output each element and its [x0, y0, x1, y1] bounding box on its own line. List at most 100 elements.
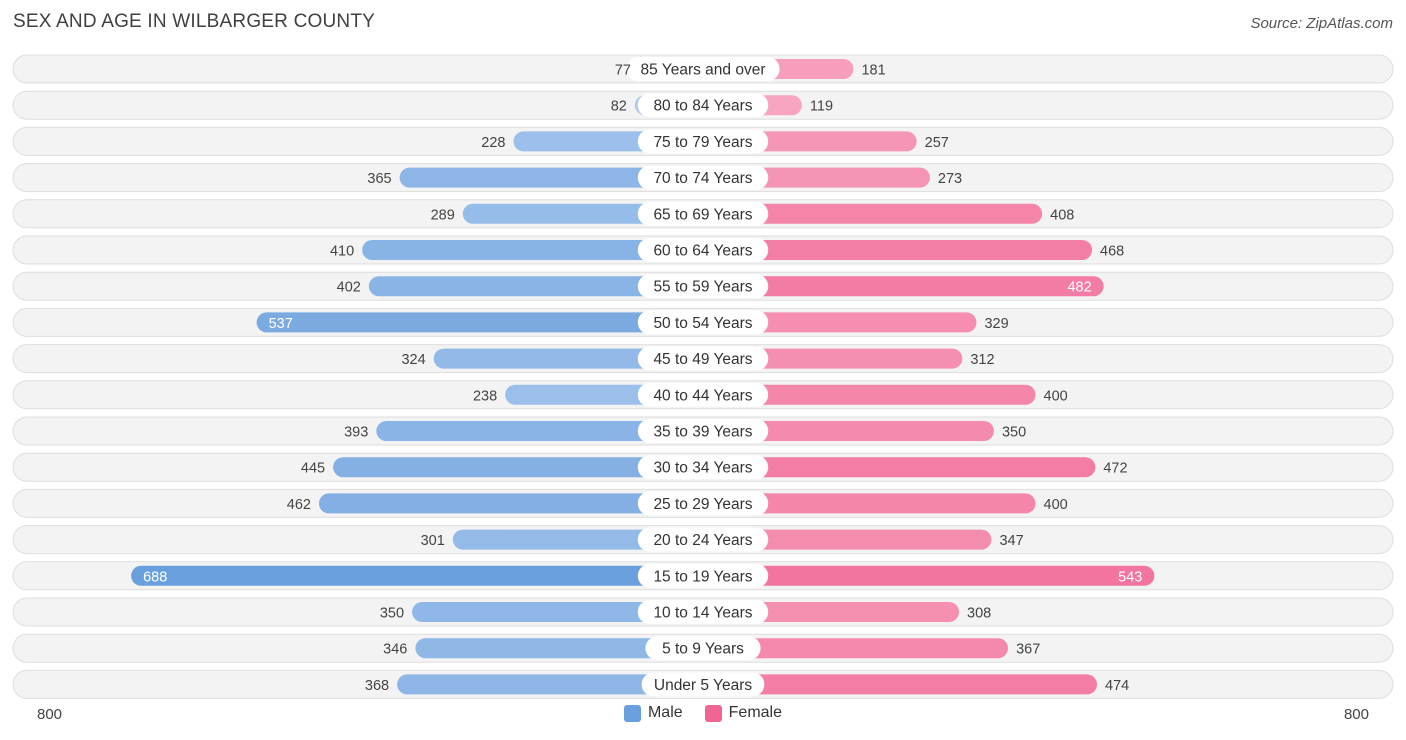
category-label-bg: [637, 201, 769, 226]
bar-male: [412, 602, 703, 622]
legend-swatch-female: [704, 704, 722, 722]
bar-female: [703, 203, 1043, 224]
category-label-bg: [637, 274, 769, 299]
value-label-female: 181: [861, 63, 885, 79]
value-label-female: 400: [1044, 388, 1068, 404]
value-label-male: 238: [473, 388, 497, 404]
category-label: 50 to 54 Years: [653, 315, 752, 332]
category-label: 25 to 29 Years: [653, 496, 752, 513]
bar-male: [399, 167, 703, 188]
chart-row: 45 to 49 Years 324 312: [12, 344, 1394, 374]
value-label-male: 462: [287, 497, 311, 513]
value-label-male: 368: [365, 678, 389, 694]
value-label-male: 393: [344, 425, 368, 441]
bar-female: [703, 384, 1036, 405]
value-label-male: 410: [330, 244, 354, 260]
legend-label-female: Female: [728, 704, 783, 721]
category-label: 70 to 74 Years: [653, 170, 752, 187]
value-label-female: 329: [984, 316, 1008, 332]
source-credit: Source: ZipAtlas.com: [1250, 15, 1393, 32]
chart-row: 70 to 74 Years 365 273: [12, 163, 1394, 193]
bar-male: [433, 348, 703, 369]
category-label: 35 to 39 Years: [653, 424, 752, 441]
value-label-female: 408: [1050, 207, 1074, 223]
category-label: 65 to 69 Years: [653, 206, 752, 223]
chart-row: 85 Years and over 77 181: [12, 54, 1394, 84]
value-label-female: 367: [1016, 642, 1040, 658]
category-label-bg: [637, 419, 769, 443]
value-label-female: 474: [1105, 678, 1129, 694]
value-label-male: 445: [301, 461, 325, 477]
category-label-bg: [637, 310, 769, 335]
bar-female: [703, 457, 1096, 478]
category-label-bg: [645, 636, 761, 661]
bar-female: [703, 348, 963, 369]
value-label-male: 537: [269, 316, 293, 332]
category-label: 15 to 19 Years: [653, 568, 752, 585]
chart-row: 5 to 9 Years 346 367: [12, 633, 1394, 663]
category-label-bg: [637, 563, 769, 588]
value-label-male: 324: [401, 352, 425, 368]
category-label: 60 to 64 Years: [653, 243, 752, 260]
legend-item-female[interactable]: Female: [704, 704, 783, 722]
value-label-male: 289: [431, 207, 455, 223]
bar-female: [703, 565, 1155, 586]
population-pyramid-chart: 85 Years and over 77 181 80 to 84 Years 82 11…: [12, 54, 1394, 699]
value-label-female: 482: [1067, 280, 1091, 296]
category-label-bg: [637, 346, 769, 371]
legend-item-male[interactable]: Male: [623, 704, 683, 722]
chart-row: 25 to 29 Years 462 400: [12, 488, 1394, 518]
axis-right-max-label: 800: [1343, 706, 1369, 723]
legend: Male Female: [0, 704, 1406, 722]
chart-row: 20 to 24 Years 301 347: [12, 525, 1394, 555]
category-label-bg: [637, 382, 769, 407]
category-label-bg: [641, 672, 765, 697]
category-label: 80 to 84 Years: [653, 98, 752, 115]
legend-swatch-male: [623, 704, 641, 722]
bar-female: [703, 493, 1036, 514]
value-label-female: 308: [967, 606, 991, 622]
category-label: 10 to 14 Years: [653, 605, 752, 622]
chart-row: Under 5 Years 368 474: [12, 669, 1394, 699]
chart-row: 10 to 14 Years 350 308: [12, 597, 1394, 627]
value-label-male: 365: [367, 171, 391, 187]
bar-female: [703, 674, 1098, 695]
chart-row: 15 to 19 Years 688 543: [12, 561, 1394, 591]
value-label-male: 346: [383, 642, 407, 658]
value-label-male: 228: [481, 135, 505, 151]
chart-title: SEX AND AGE IN WILBARGER COUNTY: [13, 11, 375, 32]
chart-row: 65 to 69 Years 289 408: [12, 199, 1394, 229]
value-label-female: 543: [1118, 569, 1142, 585]
bar-male: [131, 565, 704, 586]
category-label-bg: [637, 93, 769, 118]
value-label-female: 273: [938, 171, 962, 187]
category-label-bg: [637, 165, 769, 190]
category-label-bg: [637, 491, 769, 516]
category-label: 75 to 79 Years: [653, 134, 752, 151]
value-label-female: 400: [1044, 497, 1068, 513]
category-label-bg: [637, 455, 769, 480]
legend-label-male: Male: [647, 704, 683, 721]
bar-female: [703, 276, 1104, 297]
value-label-male: 350: [380, 606, 404, 622]
bar-female: [703, 312, 977, 333]
bar-male: [397, 674, 703, 695]
bar-male: [368, 276, 703, 297]
category-label-bg: [637, 600, 769, 624]
value-label-male: 77: [615, 63, 631, 79]
chart-row: 30 to 34 Years 445 472: [12, 452, 1394, 482]
chart-row: 40 to 44 Years 238 400: [12, 380, 1394, 410]
value-label-female: 119: [810, 99, 833, 115]
bar-male: [376, 421, 703, 441]
value-label-female: 468: [1100, 244, 1124, 260]
category-label: 45 to 49 Years: [653, 351, 752, 368]
category-label: 20 to 24 Years: [653, 532, 752, 549]
value-label-male: 82: [611, 99, 627, 115]
value-label-female: 472: [1103, 461, 1127, 477]
bar-female: [703, 240, 1093, 260]
category-label-bg: [637, 527, 769, 552]
category-label-bg: [637, 129, 769, 154]
bar-male: [415, 638, 703, 659]
chart-row: 80 to 84 Years 82 119: [12, 90, 1394, 120]
value-label-female: 257: [925, 135, 949, 151]
